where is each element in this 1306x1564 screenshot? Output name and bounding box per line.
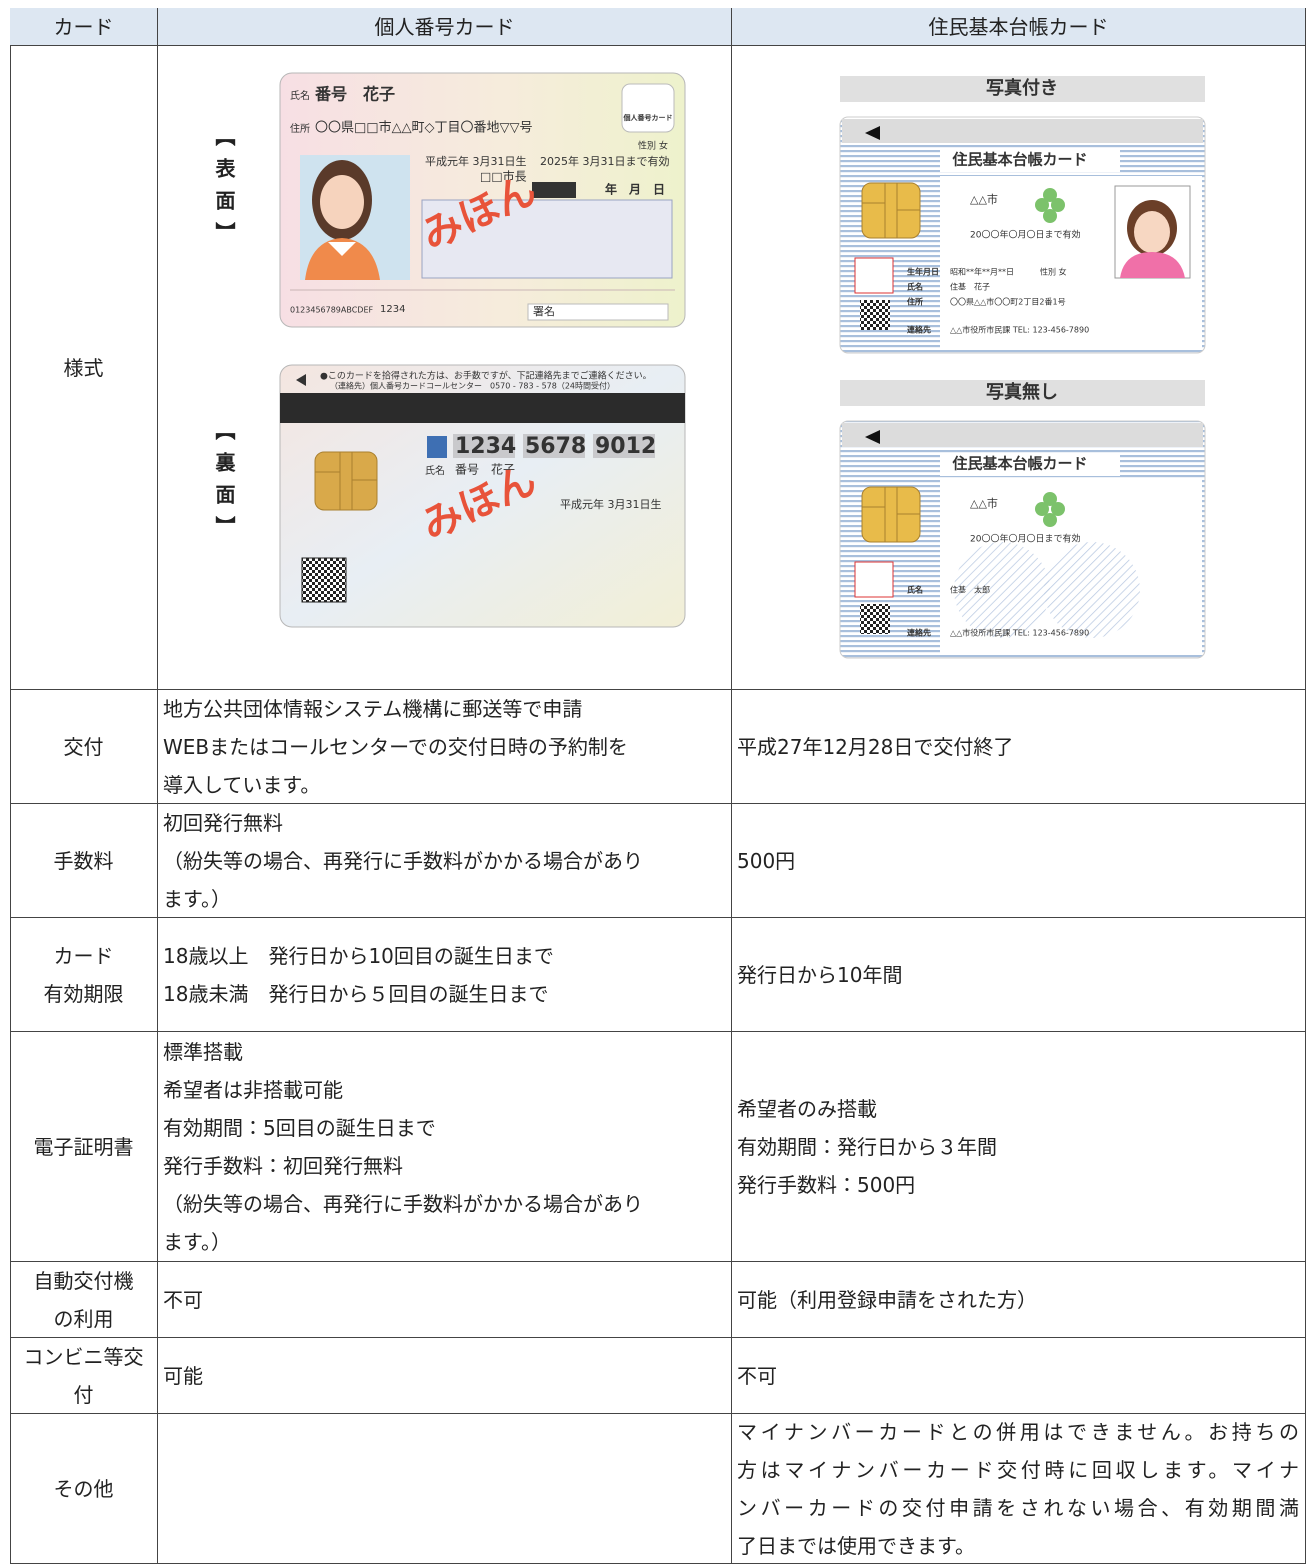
- text-line: 希望者は非搭載可能: [163, 1077, 343, 1102]
- text-line: 有効期間：5回目の誕生日まで: [163, 1115, 436, 1140]
- row-label: 電子証明書: [10, 1032, 158, 1262]
- text-cell: 標準搭載希望者は非搭載可能有効期間：5回目の誕生日まで 発行手数料：初回発行無料 （…: [158, 1032, 732, 1262]
- row-label: 交付: [10, 690, 158, 804]
- text-line: （紛失等の場合、再発行に手数料がかかる場合があり: [163, 1191, 643, 1216]
- text-line: 発行手数料：500円: [737, 1172, 916, 1197]
- label-line: 交付: [63, 734, 104, 759]
- text-line: 希望者のみ搭載: [737, 1096, 877, 1121]
- text-line: 可能: [163, 1363, 203, 1388]
- text-line: 可能（利用登録申請をされた方）: [737, 1287, 1037, 1312]
- text-line: （紛失等の場合、再発行に手数料がかかる場合があり: [163, 848, 643, 873]
- text-line: ます。）: [163, 886, 231, 911]
- header-cell: 個人番号カード: [158, 8, 732, 46]
- text-cell: 可能: [158, 1338, 732, 1414]
- text-line: 地方公共団体情報システム機構に郵送等で申請: [163, 696, 583, 721]
- text-line: 発行日から10年間: [737, 962, 903, 987]
- text-line: 発行手数料：初回発行無料: [163, 1153, 403, 1178]
- text-cell: 希望者のみ搭載有効期間：発行日から３年間 発行手数料：500円: [732, 1032, 1306, 1262]
- row-label: 手数料: [10, 804, 158, 918]
- text-line: 平成27年12月28日で交付終了: [737, 734, 1014, 759]
- text-line: 不可: [163, 1287, 203, 1312]
- style-cell: [158, 46, 732, 690]
- label-line: その他: [53, 1476, 114, 1501]
- label-line: 有効期限: [43, 981, 124, 1006]
- text-cell: 18歳以上 発行日から10回目の誕生日まで 18歳未満 発行日から５回目の誕生日ま…: [158, 918, 732, 1032]
- text-line: 導入しています。: [163, 772, 321, 797]
- text-line: ンバーカードの交付申請をされない場合、有効期間満: [737, 1495, 1299, 1520]
- text-line: 18歳未満 発行日から５回目の誕生日まで: [163, 981, 549, 1006]
- row-label: その他: [10, 1414, 158, 1564]
- label-line: 自動交付機: [33, 1268, 134, 1293]
- text-cell: 初回発行無料 （紛失等の場合、再発行に手数料がかかる場合があり ます。）: [158, 804, 732, 918]
- label-line: カード: [53, 943, 114, 968]
- side-label: 【表面】: [212, 126, 236, 254]
- text-line: 標準搭載: [163, 1039, 243, 1064]
- label-line: 手数料: [53, 848, 114, 873]
- text-line: 了日までは使用できます。: [737, 1533, 975, 1558]
- text-cell: マイナンバーカードとの併用はできません。お持ちの 方はマイナンバーカード交付時に回…: [732, 1414, 1306, 1564]
- text-line: 初回発行無料: [163, 810, 283, 835]
- text-cell: 不可: [732, 1338, 1306, 1414]
- text-cell: 平成27年12月28日で交付終了: [732, 690, 1306, 804]
- text-line: WEBまたはコールセンターでの交付日時の予約制を: [163, 734, 628, 759]
- text-line: マイナンバーカードとの併用はできません。お持ちの: [737, 1419, 1299, 1444]
- side-label: 【裏面】: [212, 420, 236, 548]
- row-label: 様式: [10, 46, 158, 690]
- label-line: 電子証明書: [33, 1134, 134, 1159]
- row-label: コンビニ等交付: [10, 1338, 158, 1414]
- text-line: 不可: [737, 1363, 777, 1388]
- text-cell: [158, 1414, 732, 1564]
- text-line: ます。）: [163, 1229, 231, 1254]
- row-label: カード 有効期限: [10, 918, 158, 1032]
- label-line: 付: [73, 1382, 94, 1407]
- header-cell: 住民基本台帳カード: [732, 8, 1306, 46]
- row-label: 自動交付機 の利用: [10, 1262, 158, 1338]
- text-cell: 不可: [158, 1262, 732, 1338]
- header-cell: カード: [10, 8, 158, 46]
- text-cell: 発行日から10年間: [732, 918, 1306, 1032]
- label-line: コンビニ等交: [23, 1344, 144, 1369]
- style-cell: [732, 46, 1306, 690]
- label-line: の利用: [53, 1306, 114, 1331]
- text-line: 18歳以上 発行日から10回目の誕生日まで: [163, 943, 554, 968]
- text-cell: 500円: [732, 804, 1306, 918]
- text-cell: 地方公共団体情報システム機構に郵送等で申請 WEBまたはコールセンターでの交付日時…: [158, 690, 732, 804]
- text-line: 方はマイナンバーカード交付時に回収します。マイナ: [737, 1457, 1299, 1482]
- text-line: 有効期間：発行日から３年間: [737, 1134, 997, 1159]
- text-line: 500円: [737, 848, 796, 873]
- text-cell: 可能（利用登録申請をされた方）: [732, 1262, 1306, 1338]
